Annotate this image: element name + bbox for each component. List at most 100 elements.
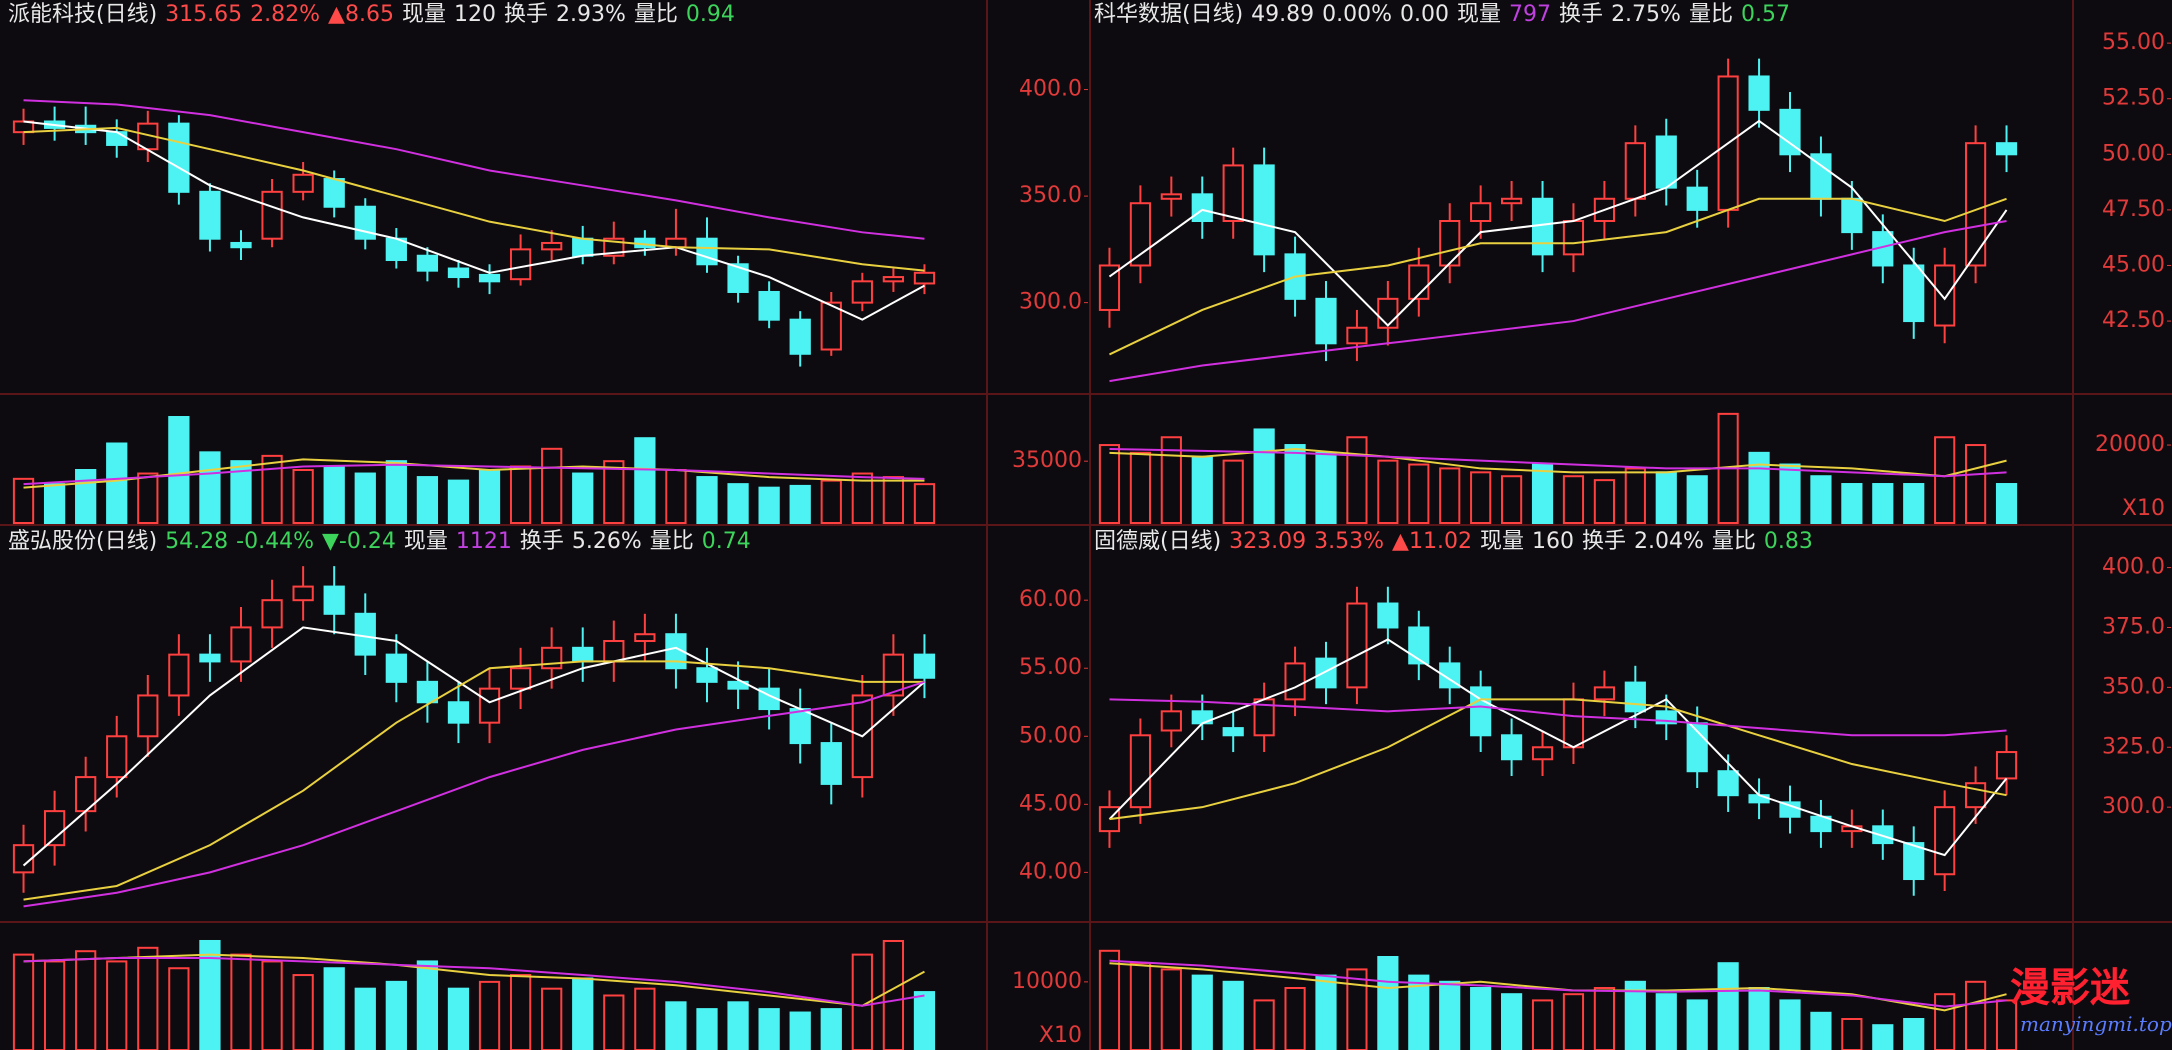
candle-body [1531,197,1554,256]
volume-bar [354,987,376,1050]
candle-body [1129,734,1151,809]
candle-body [509,248,532,281]
volume-bar [416,960,439,1050]
candle-body [416,680,439,704]
volume-bar [727,1001,749,1050]
candle-body [634,633,656,643]
volume-bar [1965,444,1987,525]
ma-line [1109,698,2007,737]
volume-bar [1501,475,1523,525]
volume-ma-line [23,463,925,486]
volume-bar [447,987,470,1050]
candle-body [1995,142,2018,156]
candle-body [292,585,314,602]
volume-bar [1624,467,1646,524]
volume-bar [1346,436,1368,525]
volume-bar [1965,980,1987,1050]
candle-body [1655,135,1677,189]
volume-bar [509,974,532,1050]
header-field: 0.74 [701,529,751,554]
candle-body [851,280,873,304]
ma-line [1109,197,2007,356]
header-field: 1121 [455,529,512,554]
volume-bar [385,460,407,525]
candle-body [696,237,718,266]
candle-body [323,585,345,615]
header-field: 量比 [1711,529,1756,554]
volume-bar [43,483,66,524]
candle-body [1315,657,1337,689]
header-field: 0.94 [685,2,735,27]
y-tick-label: 50.00 [2102,141,2165,166]
header-field: 323.09 [1229,529,1307,554]
volume-bar [1222,459,1244,524]
y-tick-label: 300.0 [1019,290,1082,315]
candle-body [1562,220,1585,256]
volume-bar [1470,987,1492,1050]
candle-body [1717,770,1739,797]
volume-bar [696,476,718,525]
volume-bar [168,967,190,1050]
volume-bar [1717,962,1739,1050]
volume-bar [1562,993,1585,1050]
candle-body [1624,142,1646,200]
header-field: 120 [453,2,496,27]
candle-body [1160,193,1182,200]
volume-bar [261,960,283,1050]
volume-bar [1377,956,1399,1050]
volume-bar [851,472,873,524]
volume-bar [1191,974,1213,1050]
volume-bar [1841,1018,1863,1050]
watermark-title: 漫影迷 [2010,965,2130,1011]
candle-body [1222,727,1244,737]
header-field: 现量 [1457,2,1502,27]
volume-bar [1531,999,1554,1050]
y-tick-label: 400.0 [1019,77,1082,102]
volume-bar [1593,987,1615,1050]
volume-ma-line [23,957,925,1007]
volume-bar [509,465,532,524]
header-field: 科华数据(日线) [1094,2,1244,27]
header-field: 54.28 [165,529,229,554]
header-field: 换手 [1559,2,1604,27]
candle-body [1284,662,1306,701]
header-field: 2.93% [555,2,626,27]
candle-body [261,190,283,240]
header-field: 换手 [519,529,564,554]
volume-bar [1872,483,1894,525]
ma-line [1108,119,2008,327]
header-field: ▼-0.24 [321,529,396,554]
candle-body [199,190,221,240]
ma-line [1109,220,2007,383]
candle-body [882,276,905,283]
volume-bar [230,460,252,525]
watermark-url: manyingmi.top [2020,1012,2172,1036]
y-tick-label: 325.0 [2102,734,2165,759]
volume-bar [634,987,656,1050]
header-field: 派能科技(日线) [8,2,158,27]
volume-bar [758,486,780,525]
header-field: 0.57 [1740,2,1790,27]
candle-body [447,267,470,279]
candle-body [1501,197,1523,205]
candle-body [1624,681,1646,713]
volume-bar [1810,475,1832,525]
volume-bar [1439,467,1461,524]
volume-bar [1408,463,1430,525]
candle-body [1501,734,1523,761]
volume-bar [1098,949,1121,1050]
candle-body [509,667,532,690]
candle-body [1934,264,1956,327]
candle-body [1160,710,1182,732]
volume-bar [603,994,625,1050]
volume-bar [789,484,811,524]
volume-bar [1748,451,1770,524]
candle-body [696,667,718,683]
y-tick-label: 55.00 [1019,655,1082,680]
volume-ma-line [1109,447,2007,478]
volume-bar [572,977,594,1050]
volume-bar [1222,980,1244,1050]
volume-bar [1501,993,1523,1050]
volume-bar [416,476,439,525]
stock-header: 固德威(日线) 323.09 3.53% ▲11.02 现量 160 换手 2.04% 量比 0.… [1094,527,1821,557]
